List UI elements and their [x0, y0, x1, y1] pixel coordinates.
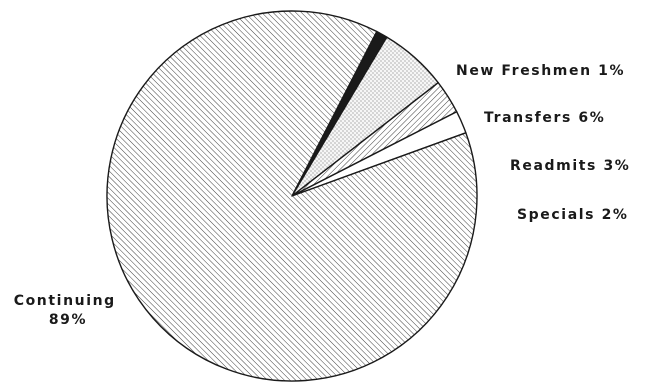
label-readmits: Readmits 3% [510, 158, 630, 174]
slice-continuing [106, 10, 478, 382]
label-specials: Specials 2% [517, 207, 629, 223]
label-continuing: Continuing 89% [14, 293, 123, 328]
slice-labels: New Freshmen 1% Transfers 6% Readmits 3%… [14, 63, 630, 328]
label-new-freshmen: New Freshmen 1% [456, 63, 625, 79]
pie-slices [106, 10, 478, 382]
label-transfers: Transfers 6% [484, 110, 605, 126]
